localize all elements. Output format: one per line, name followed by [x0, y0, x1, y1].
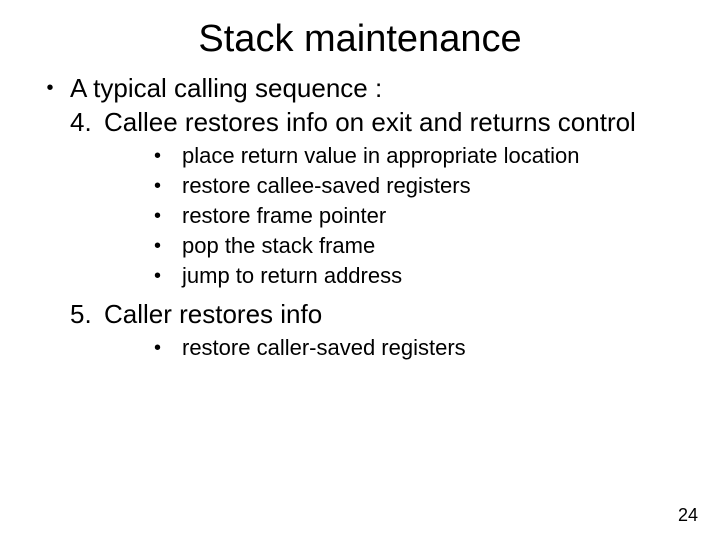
intro-text: A typical calling sequence :	[70, 71, 382, 105]
sub-text: place return value in appropriate locati…	[182, 141, 579, 171]
sub-text: pop the stack frame	[182, 231, 375, 261]
item-4-number: 4.	[70, 105, 104, 139]
bullet-icon: •	[150, 201, 182, 231]
sub-text: restore frame pointer	[182, 201, 386, 231]
item-4-text: Callee restores info on exit and returns…	[104, 105, 636, 139]
item-5-number: 5.	[70, 297, 104, 331]
page-number: 24	[678, 505, 698, 526]
item-5-text: Caller restores info	[104, 297, 322, 331]
item-4-sublist: • place return value in appropriate loca…	[150, 141, 690, 291]
slide: Stack maintenance • A typical calling se…	[0, 0, 720, 540]
item-5-row: 5. Caller restores info	[70, 297, 690, 331]
sub-text: restore caller-saved registers	[182, 333, 466, 363]
slide-content: • A typical calling sequence : 4. Callee…	[0, 71, 720, 363]
list-item: • jump to return address	[150, 261, 690, 291]
bullet-icon: •	[150, 231, 182, 261]
bullet-icon: •	[30, 71, 70, 105]
list-item: • place return value in appropriate loca…	[150, 141, 690, 171]
bullet-icon: •	[150, 141, 182, 171]
item-5-sublist: • restore caller-saved registers	[150, 333, 690, 363]
bullet-icon: •	[150, 333, 182, 363]
list-item: • restore caller-saved registers	[150, 333, 690, 363]
item-4-row: 4. Callee restores info on exit and retu…	[70, 105, 690, 139]
sub-text: jump to return address	[182, 261, 402, 291]
list-item: • restore callee-saved registers	[150, 171, 690, 201]
sub-text: restore callee-saved registers	[182, 171, 471, 201]
list-item: • restore frame pointer	[150, 201, 690, 231]
bullet-icon: •	[150, 261, 182, 291]
bullet-icon: •	[150, 171, 182, 201]
list-item: • pop the stack frame	[150, 231, 690, 261]
slide-title: Stack maintenance	[0, 0, 720, 71]
intro-row: • A typical calling sequence :	[30, 71, 690, 105]
